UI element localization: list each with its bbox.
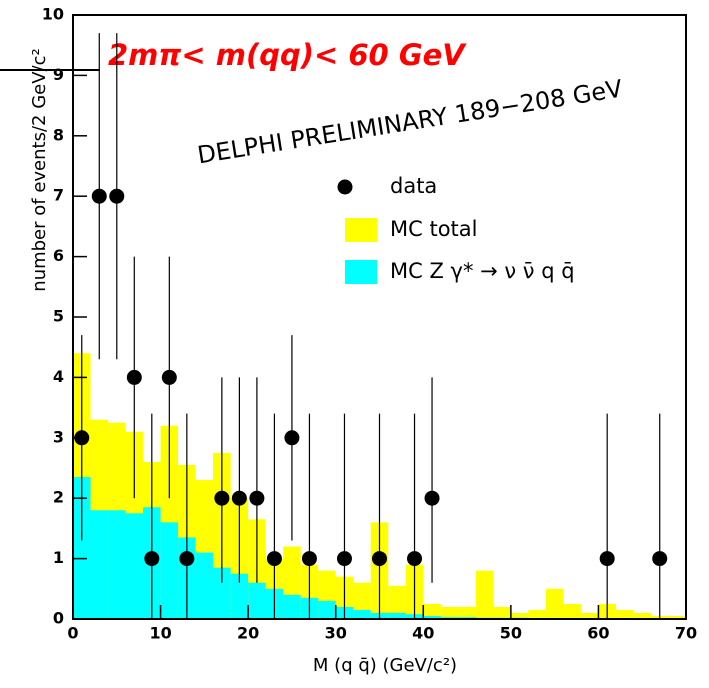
data-point <box>301 551 317 567</box>
cut-annotation: 2mπ< m(qq)< 60 GeV <box>108 38 467 72</box>
histogram-bar <box>510 612 529 619</box>
histogram-bar <box>458 606 476 619</box>
x-tick-label: 10 <box>149 624 171 643</box>
y-tick-label: 0 <box>53 609 64 628</box>
y-tick-label: 10 <box>42 5 64 24</box>
histogram-bar <box>108 510 126 619</box>
data-point <box>652 551 668 567</box>
legend-label: data <box>390 174 437 198</box>
experiment-annotation: DELPHI PRELIMINARY 189−208 GeV <box>195 74 624 169</box>
histogram-bar <box>283 594 301 619</box>
data-point <box>266 551 282 567</box>
histogram-bar <box>213 567 231 619</box>
histogram-bar <box>580 612 599 619</box>
y-tick-label: 8 <box>53 125 64 144</box>
histogram-bar <box>668 615 686 619</box>
y-tick-label: 3 <box>53 427 64 446</box>
histogram-bar <box>195 552 214 619</box>
histogram-bar <box>73 477 91 619</box>
histogram-bar <box>388 585 406 619</box>
data-point <box>372 551 387 567</box>
y-tick-label: 2 <box>53 488 64 507</box>
histogram-bar <box>528 609 546 619</box>
data-point <box>249 490 265 506</box>
legend-swatch <box>345 260 377 284</box>
x-tick-label: 40 <box>412 624 434 643</box>
histogram-bar <box>633 612 651 619</box>
x-tick-label: 60 <box>587 624 609 643</box>
histogram-bar <box>248 582 266 619</box>
y-tick-label: 4 <box>53 367 64 386</box>
histogram-bar <box>493 606 511 619</box>
histogram-bar <box>615 609 634 619</box>
histogram-bar <box>125 513 144 619</box>
histogram-bar <box>318 600 336 619</box>
legend-label: MC Z γ* → ν ν̄ q q̄ <box>390 259 575 283</box>
data-point <box>336 551 352 567</box>
data-point <box>424 490 440 506</box>
histogram-bar <box>90 510 109 619</box>
histogram-bar <box>388 612 406 619</box>
legend-marker <box>337 179 353 195</box>
data-point <box>161 369 177 385</box>
data-point <box>284 430 300 446</box>
x-tick-label: 70 <box>675 624 697 643</box>
data-point <box>144 551 160 567</box>
legend-label: MC total <box>390 217 477 241</box>
data-point <box>231 490 247 506</box>
histogram-bar <box>353 609 371 619</box>
data-point <box>91 188 107 204</box>
data-point <box>407 551 423 567</box>
histogram-bar <box>230 573 249 619</box>
histogram-bar <box>423 615 441 619</box>
y-tick-label: 5 <box>53 307 64 326</box>
histogram-bar <box>160 522 179 619</box>
histogram-bar <box>475 570 494 619</box>
data-point <box>126 369 142 385</box>
plot-area <box>73 33 686 619</box>
x-axis-label: M (q q̄) (GeV/c²) <box>313 655 457 676</box>
histogram-bar <box>423 603 441 619</box>
y-tick-label: 6 <box>53 246 64 265</box>
y-tick-label: 9 <box>53 65 64 84</box>
data-point <box>214 490 230 506</box>
y-axis-label: number of events/2 GeV/c² <box>29 48 50 291</box>
legend-swatch <box>345 218 377 242</box>
histogram-bar <box>440 606 459 619</box>
x-tick-label: 30 <box>325 624 347 643</box>
x-tick-label: 50 <box>500 624 522 643</box>
x-tick-label: 0 <box>67 624 78 643</box>
y-tick-label: 7 <box>53 186 64 205</box>
x-tick-label: 20 <box>237 624 259 643</box>
histogram-bar <box>545 588 564 619</box>
histogram-bar <box>563 603 581 619</box>
y-tick-label: 1 <box>53 548 64 567</box>
data-point <box>179 551 195 567</box>
data-point <box>599 551 615 567</box>
data-point <box>109 188 125 204</box>
